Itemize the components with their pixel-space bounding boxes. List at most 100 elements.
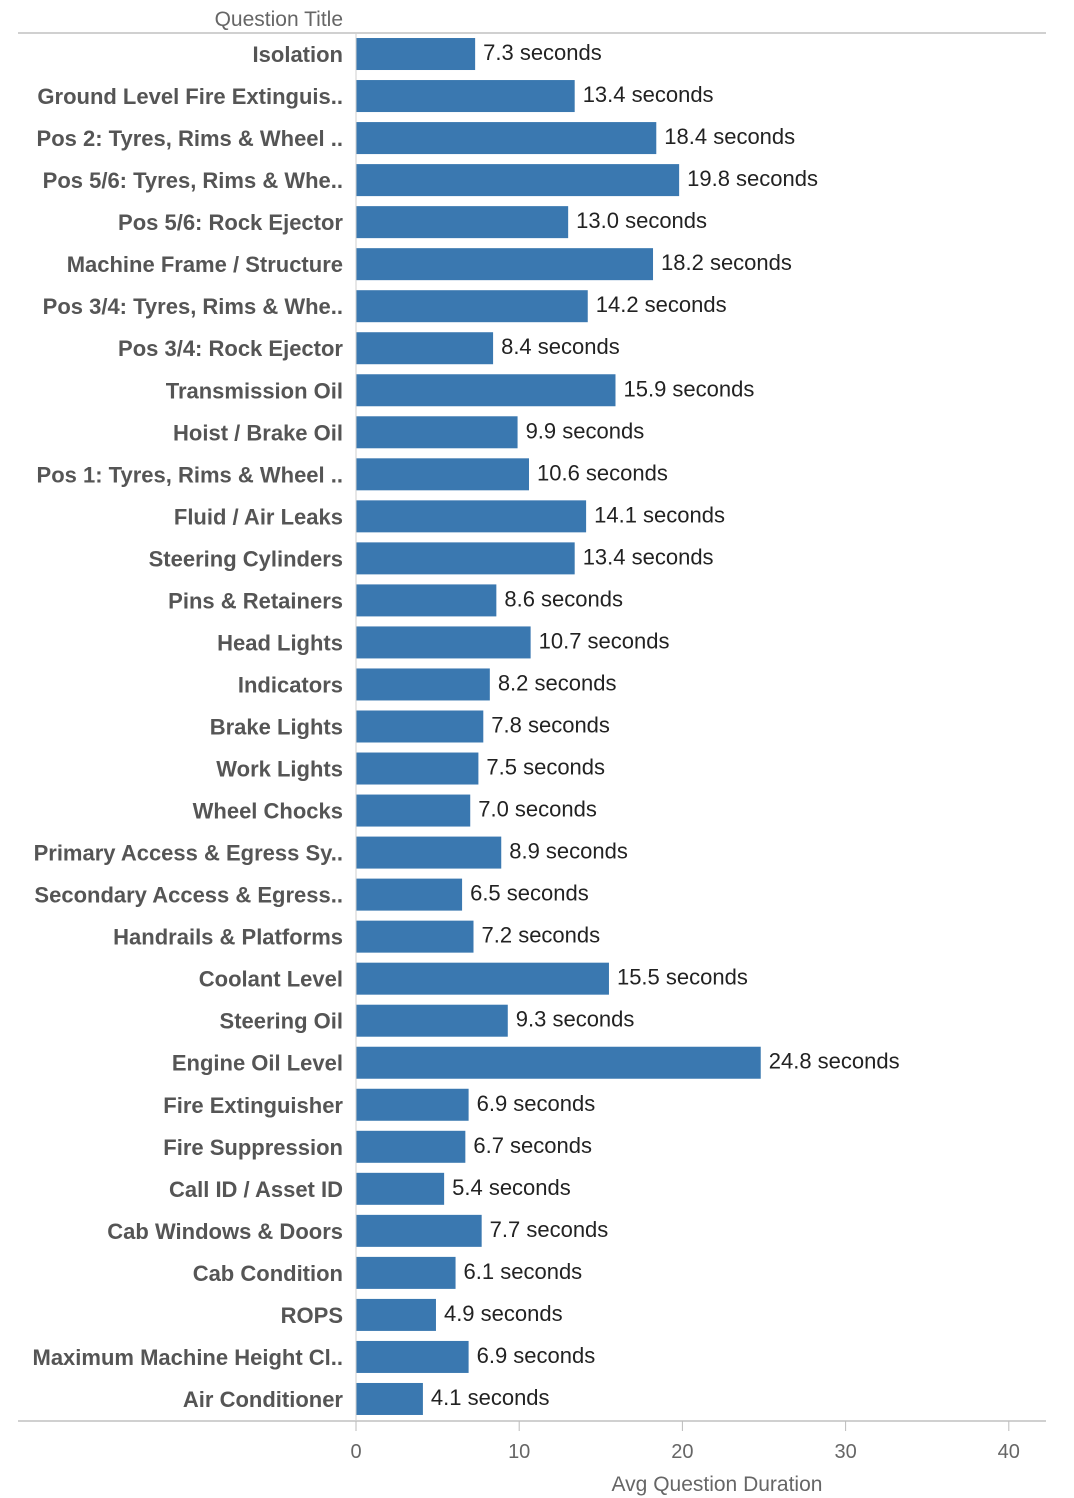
value-label: 8.9 seconds [509, 839, 628, 864]
category-label: Handrails & Platforms [113, 925, 343, 950]
category-label: Maximum Machine Height Cl.. [33, 1345, 344, 1370]
bar[interactable] [356, 878, 463, 911]
value-label: 18.4 seconds [664, 124, 795, 149]
bar[interactable] [356, 710, 484, 743]
x-tick-label: 10 [508, 1441, 530, 1463]
bar[interactable] [356, 920, 474, 953]
bar[interactable] [356, 416, 518, 449]
bar[interactable] [356, 1214, 482, 1247]
value-label: 4.1 seconds [431, 1385, 550, 1410]
bar[interactable] [356, 1130, 466, 1163]
value-label: 10.6 seconds [537, 460, 668, 485]
category-label: Pos 5/6: Tyres, Rims & Whe.. [43, 168, 343, 193]
category-label: Transmission Oil [166, 378, 343, 403]
category-label: Cab Windows & Doors [107, 1219, 343, 1244]
value-label: 6.1 seconds [464, 1259, 583, 1284]
value-label: 24.8 seconds [769, 1049, 900, 1074]
value-label: 13.4 seconds [583, 544, 714, 569]
bar[interactable] [356, 752, 479, 785]
category-label: Steering Cylinders [149, 546, 343, 571]
category-label: Pos 2: Tyres, Rims & Wheel .. [37, 126, 343, 151]
category-label: Cab Condition [193, 1261, 343, 1286]
bar[interactable] [356, 458, 529, 491]
value-label: 13.4 seconds [583, 82, 714, 107]
bar[interactable] [356, 584, 497, 617]
value-label: 7.3 seconds [483, 40, 602, 65]
category-label: Fire Extinguisher [163, 1093, 343, 1118]
x-tick-label: 20 [671, 1441, 693, 1463]
value-label: 5.4 seconds [452, 1175, 571, 1200]
x-axis-ticks: 0 10 20 30 40 [350, 1421, 1020, 1463]
value-label: 15.5 seconds [617, 965, 748, 990]
bar[interactable] [356, 500, 587, 533]
category-label: Pins & Retainers [168, 588, 343, 613]
category-label: Machine Frame / Structure [67, 252, 343, 277]
category-label: Hoist / Brake Oil [173, 420, 343, 445]
value-label: 10.7 seconds [539, 628, 670, 653]
category-label: Primary Access & Egress Sy.. [34, 841, 343, 866]
bar[interactable] [356, 122, 657, 155]
bar[interactable] [356, 542, 575, 575]
bar[interactable] [356, 290, 588, 323]
x-axis-title: Avg Question Duration [612, 1473, 823, 1496]
x-tick-label: 0 [350, 1441, 361, 1463]
value-label: 8.4 seconds [501, 334, 620, 359]
bar[interactable] [356, 1256, 456, 1289]
value-label: 14.2 seconds [596, 292, 727, 317]
bar[interactable] [356, 1298, 436, 1331]
bar[interactable] [356, 80, 575, 113]
category-label: Fluid / Air Leaks [174, 504, 343, 529]
value-label: 7.0 seconds [478, 797, 597, 822]
value-label: 14.1 seconds [594, 502, 725, 527]
value-label: 7.2 seconds [482, 923, 601, 948]
category-label: Indicators [238, 672, 343, 697]
category-label: Ground Level Fire Extinguis.. [37, 84, 343, 109]
bar[interactable] [356, 1088, 469, 1121]
value-label: 7.7 seconds [490, 1217, 609, 1242]
category-label: Head Lights [217, 630, 343, 655]
bar[interactable] [356, 332, 494, 365]
value-label: 9.3 seconds [516, 1007, 635, 1032]
category-label: ROPS [281, 1303, 343, 1328]
value-label: 8.2 seconds [498, 670, 617, 695]
value-label: 9.9 seconds [526, 418, 645, 443]
category-label: Secondary Access & Egress.. [34, 883, 343, 908]
value-label: 6.9 seconds [477, 1091, 596, 1116]
bar[interactable] [356, 794, 471, 827]
bar[interactable] [356, 668, 490, 701]
bar[interactable] [356, 38, 476, 71]
value-label: 7.5 seconds [486, 755, 605, 780]
value-label: 13.0 seconds [576, 208, 707, 233]
value-label: 6.9 seconds [477, 1343, 596, 1368]
bar[interactable] [356, 962, 609, 995]
row-header-title: Question Title [215, 8, 343, 31]
bar[interactable] [356, 248, 654, 281]
bar[interactable] [356, 1046, 761, 1079]
category-label: Wheel Chocks [193, 799, 343, 824]
bar[interactable] [356, 164, 680, 197]
value-label: 6.7 seconds [473, 1133, 592, 1158]
value-label: 19.8 seconds [687, 166, 818, 191]
bar[interactable] [356, 1382, 423, 1415]
category-label: Pos 3/4: Tyres, Rims & Whe.. [43, 294, 343, 319]
bar[interactable] [356, 206, 569, 239]
category-label: Brake Lights [210, 714, 343, 739]
category-label: Isolation [253, 42, 343, 67]
bar[interactable] [356, 626, 531, 659]
bar[interactable] [356, 1004, 508, 1037]
x-tick-label: 40 [998, 1441, 1020, 1463]
category-label: Air Conditioner [183, 1387, 344, 1412]
bar[interactable] [356, 374, 616, 407]
bar[interactable] [356, 1340, 469, 1373]
bar[interactable] [356, 836, 502, 869]
category-label: Steering Oil [220, 1009, 343, 1034]
value-label: 7.8 seconds [491, 712, 610, 737]
value-label: 8.6 seconds [504, 586, 623, 611]
value-label: 18.2 seconds [661, 250, 792, 275]
category-label: Engine Oil Level [172, 1051, 343, 1076]
category-label: Pos 1: Tyres, Rims & Wheel .. [37, 462, 343, 487]
bar[interactable] [356, 1172, 445, 1205]
bar-rows: Isolation 7.3 seconds Ground Level Fire Ex… [33, 38, 900, 1415]
category-label: Call ID / Asset ID [169, 1177, 343, 1202]
